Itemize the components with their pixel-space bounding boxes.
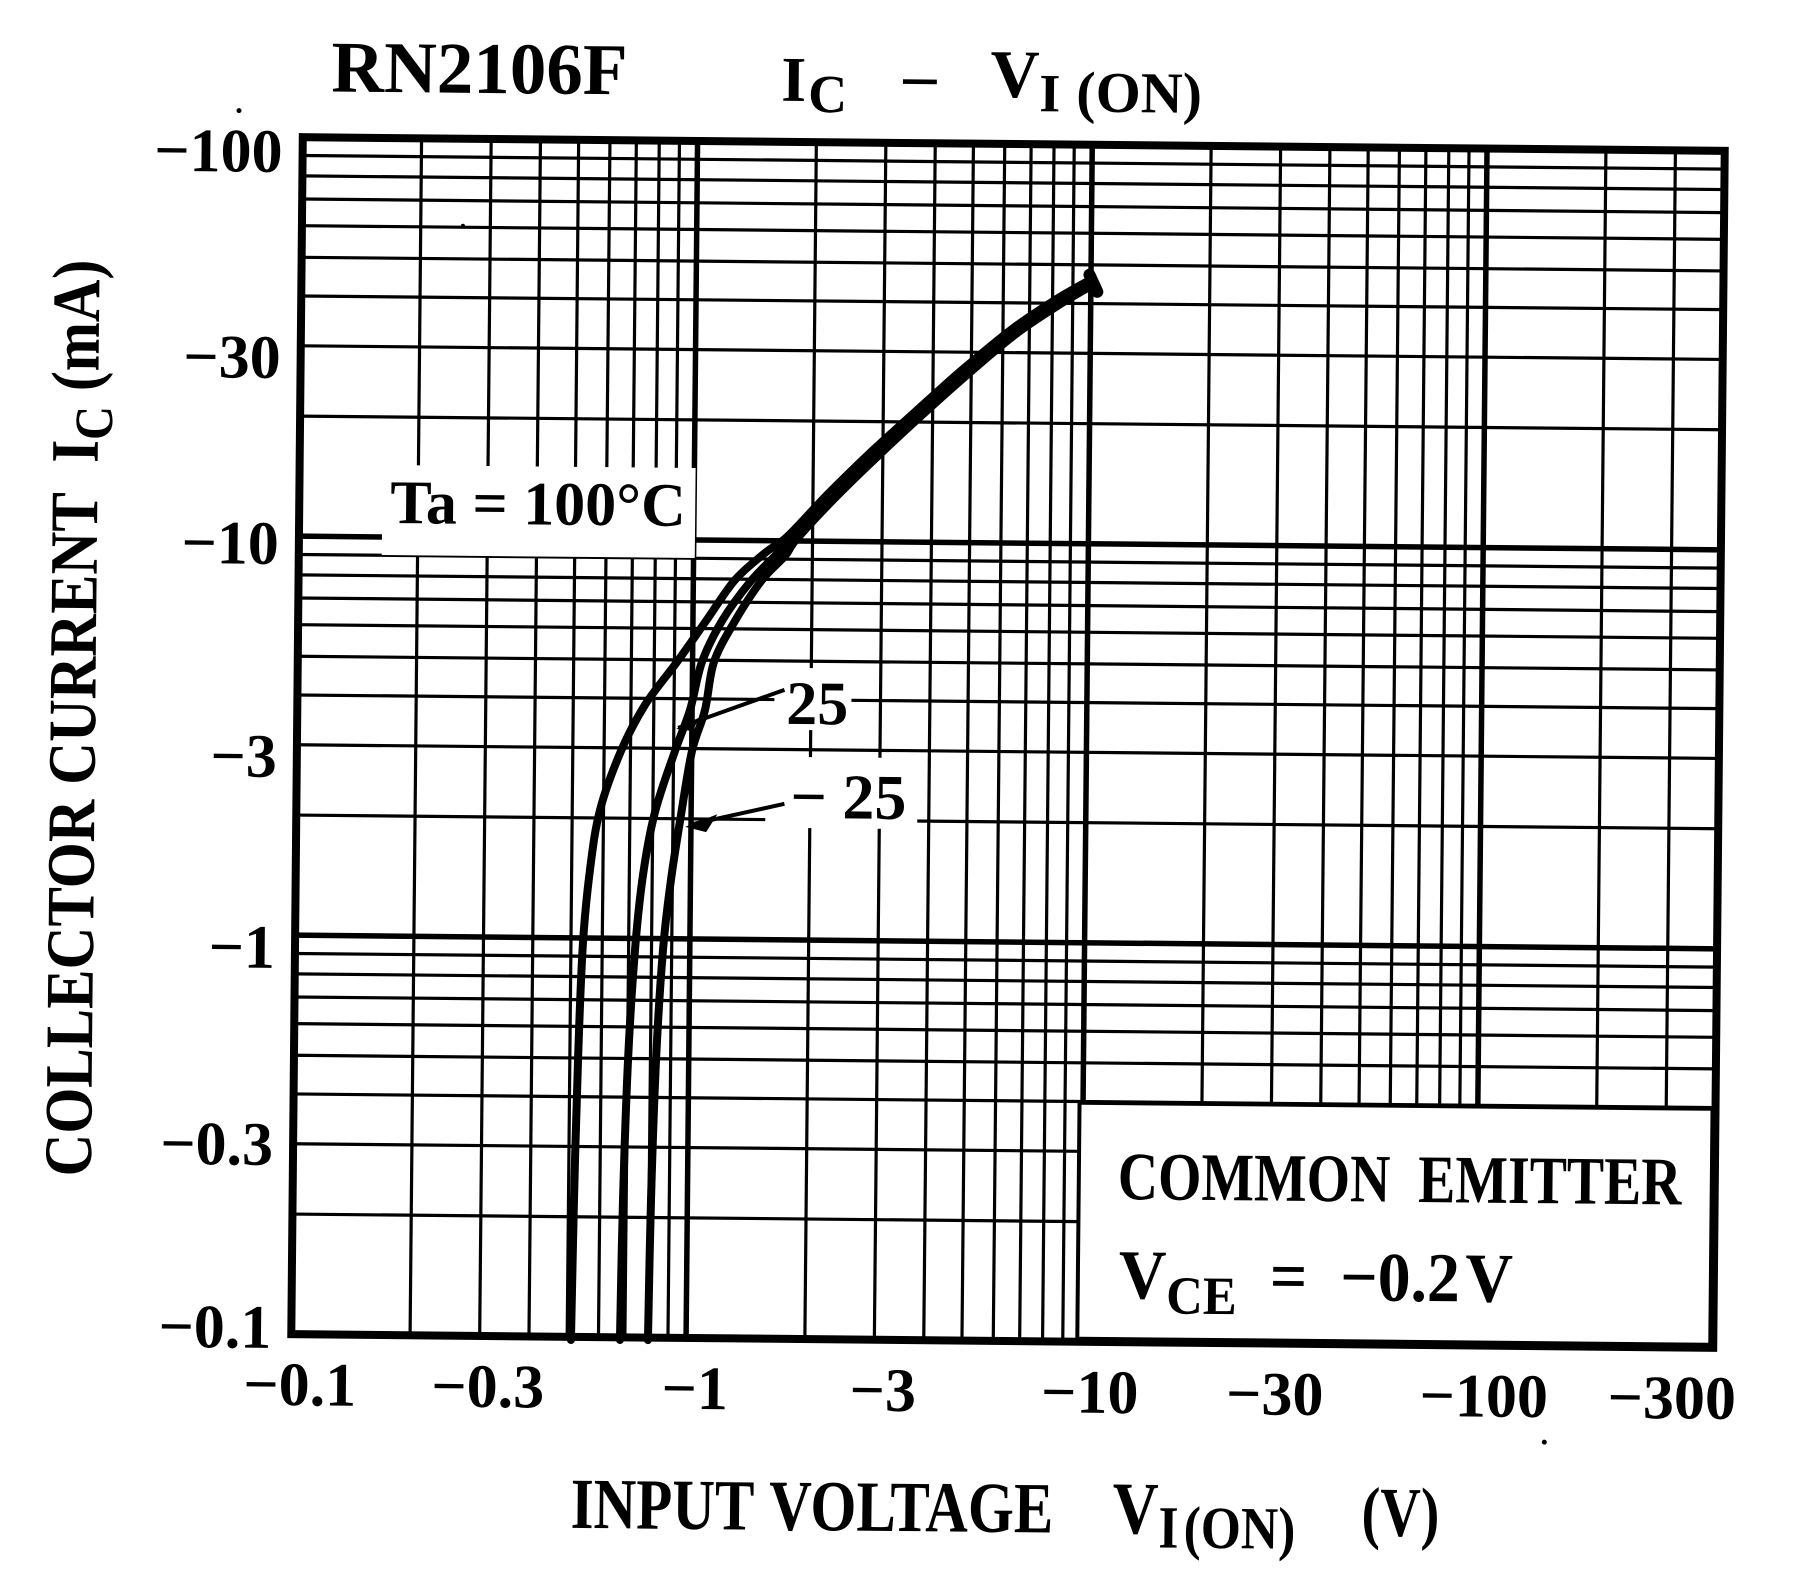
svg-text:25: 25 (842, 761, 907, 833)
svg-text:−100: −100 (154, 117, 283, 186)
svg-text:−0.1: −0.1 (243, 1351, 356, 1420)
svg-text:COMMON EMITTER: COMMON EMITTER (1117, 1140, 1682, 1220)
svg-text:−1: −1 (661, 1355, 728, 1424)
svg-text:−10: −10 (1041, 1358, 1139, 1427)
svg-text:Ta = 100°C: Ta = 100°C (390, 469, 686, 540)
svg-text:–: – (902, 39, 938, 112)
svg-text:VI(ON): VI(ON) (990, 36, 1203, 126)
svg-text:−0.3: −0.3 (431, 1352, 544, 1421)
svg-text:VCE = −0.2 V: VCE = −0.2 V (1118, 1235, 1513, 1329)
svg-text:−: − (790, 761, 827, 832)
svg-text:−300: −300 (1607, 1364, 1736, 1433)
svg-text:−100: −100 (1419, 1362, 1548, 1431)
svg-text:25: 25 (786, 670, 849, 739)
svg-text:−30: −30 (183, 323, 281, 392)
svg-text:−1: −1 (208, 913, 275, 982)
svg-text:−30: −30 (1226, 1360, 1324, 1429)
svg-text:(V): (V) (1361, 1474, 1439, 1552)
svg-text:−3: −3 (210, 722, 277, 791)
svg-text:−0.3: −0.3 (160, 1110, 273, 1179)
svg-text:RN2106F: RN2106F (331, 26, 628, 110)
svg-text:−3: −3 (849, 1357, 916, 1426)
svg-text:−10: −10 (181, 509, 279, 578)
svg-text:−0.1: −0.1 (158, 1293, 271, 1362)
svg-text:INPUT VOLTAGE: INPUT VOLTAGE (570, 1464, 1053, 1548)
